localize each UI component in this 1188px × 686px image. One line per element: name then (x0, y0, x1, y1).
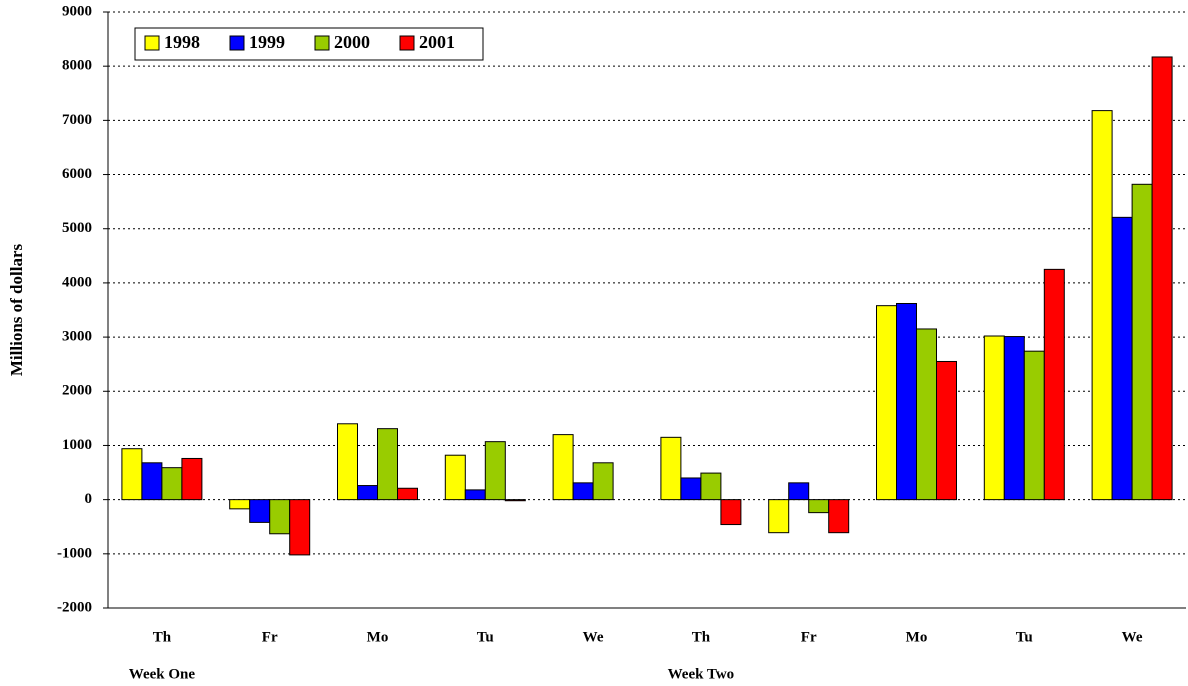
x-tick-label: Fr (262, 629, 278, 645)
bar (983, 335, 1005, 501)
y-tick-label: 9000 (62, 3, 92, 19)
bar (444, 454, 466, 501)
bar (1091, 110, 1113, 501)
bar (572, 482, 594, 501)
y-tick-label: 7000 (62, 112, 92, 128)
group-label: Week Two (668, 666, 735, 682)
legend-label: 2000 (334, 32, 370, 52)
x-tick-label: Fr (801, 629, 817, 645)
x-tick-label: Tu (1016, 629, 1033, 645)
bar (1043, 268, 1065, 501)
x-tick-label: Th (692, 629, 711, 645)
bar (808, 499, 830, 514)
bar (161, 467, 183, 501)
y-tick-label: 3000 (62, 329, 92, 345)
y-tick-label: -2000 (57, 599, 92, 615)
bar (1151, 56, 1173, 501)
y-tick-label: 1000 (62, 437, 92, 453)
x-tick-label: Th (153, 629, 172, 645)
y-tick-label: 6000 (62, 166, 92, 182)
x-tick-label: Tu (477, 629, 494, 645)
bar (876, 305, 897, 501)
y-tick-label: -1000 (57, 545, 92, 561)
bar (1131, 183, 1153, 501)
bar (768, 499, 790, 534)
bar (552, 434, 574, 501)
x-tick-label: Mo (906, 629, 928, 645)
group-label: Week One (129, 666, 196, 682)
bar (181, 457, 203, 501)
y-tick-label: 4000 (62, 274, 92, 290)
x-tick-label: We (1122, 629, 1143, 645)
legend-label: 1999 (249, 32, 285, 52)
bar (896, 302, 917, 501)
bar (828, 499, 850, 534)
bar (1003, 336, 1025, 501)
bar (377, 428, 398, 501)
legend-swatch (314, 35, 330, 51)
bar (337, 423, 358, 501)
bar (289, 499, 311, 556)
x-tick-label: Mo (367, 629, 389, 645)
x-tick-label: We (583, 629, 604, 645)
legend-swatch (399, 35, 415, 51)
legend-label: 1998 (164, 32, 200, 52)
bar (660, 436, 682, 501)
bar (1023, 350, 1045, 501)
bar (680, 477, 702, 501)
bar (700, 472, 722, 501)
bar (141, 462, 163, 501)
bar (357, 485, 378, 501)
y-axis-label: Millions of dollars (7, 244, 26, 377)
bar (504, 499, 526, 502)
bar (1111, 216, 1133, 501)
bar (592, 462, 614, 501)
bar (249, 499, 271, 523)
legend-swatch (144, 35, 160, 51)
y-tick-label: 0 (85, 491, 93, 507)
legend-label: 2001 (419, 32, 455, 52)
bar (121, 448, 143, 501)
y-tick-label: 2000 (62, 383, 92, 399)
bar (464, 489, 486, 501)
legend-box (134, 27, 484, 61)
bar (229, 499, 251, 510)
bar (936, 360, 957, 501)
y-tick-label: 5000 (62, 220, 92, 236)
legend-swatch (229, 35, 245, 51)
bar (916, 328, 937, 501)
bar (269, 499, 291, 535)
bar (397, 487, 418, 501)
bar (788, 482, 810, 501)
bar (720, 499, 742, 526)
bar (484, 441, 506, 501)
y-tick-label: 8000 (62, 58, 92, 74)
